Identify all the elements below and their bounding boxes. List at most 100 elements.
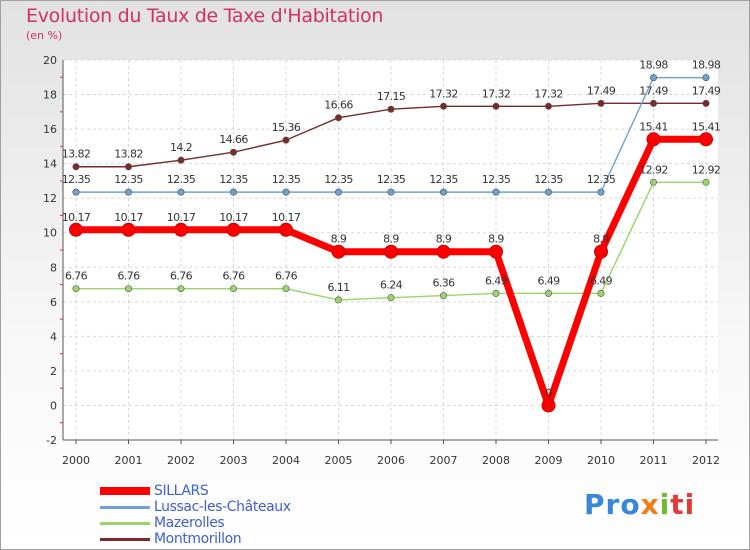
- y-tick-label: 2: [50, 365, 57, 378]
- data-label-sillars: 8.9: [488, 233, 504, 246]
- data-point-montmorillon: [125, 163, 133, 171]
- data-point-sillars: [436, 244, 451, 259]
- x-tick-label: 2010: [587, 454, 615, 467]
- y-tick-label: 0: [50, 399, 57, 412]
- data-label-lussac-les-ch-teaux: 12.35: [534, 173, 563, 186]
- data-label-mazerolles: 6.49: [590, 274, 613, 287]
- x-tick-label: 2005: [325, 454, 353, 467]
- data-point-mazerolles: [177, 285, 185, 293]
- data-label-mazerolles: 12.92: [639, 163, 668, 176]
- data-label-montmorillon: 13.82: [62, 148, 91, 161]
- legend-swatch-mazerolles: [100, 522, 150, 525]
- data-point-mazerolles: [649, 178, 657, 186]
- data-point-montmorillon: [72, 163, 80, 171]
- data-point-montmorillon: [387, 105, 395, 113]
- data-label-lussac-les-ch-teaux: 12.35: [429, 173, 458, 186]
- data-label-lussac-les-ch-teaux: 12.35: [272, 173, 301, 186]
- proxiti-logo: Proxiti: [584, 488, 696, 521]
- data-point-mazerolles: [72, 285, 80, 293]
- chart-subtitle: (en %): [26, 29, 63, 42]
- legend-label-mazerolles: Mazerolles: [154, 515, 225, 531]
- data-point-mazerolles: [282, 285, 290, 293]
- data-label-montmorillon: 13.82: [114, 148, 143, 161]
- data-label-mazerolles: 6.11: [327, 281, 349, 294]
- data-point-sillars: [646, 132, 661, 147]
- data-label-lussac-les-ch-teaux: 18.98: [639, 59, 668, 72]
- data-label-mazerolles: 12.92: [692, 163, 721, 176]
- data-point-lussac-les-ch-teaux: [334, 188, 342, 196]
- data-label-lussac-les-ch-teaux: 12.35: [62, 173, 91, 186]
- y-tick-label: 20: [43, 54, 57, 67]
- data-label-montmorillon: 17.32: [534, 87, 563, 100]
- data-label-lussac-les-ch-teaux: 12.35: [377, 173, 406, 186]
- y-tick-label: 18: [43, 89, 57, 102]
- data-label-lussac-les-ch-teaux: 12.35: [167, 173, 196, 186]
- x-tick-label: 2011: [640, 454, 668, 467]
- x-tick-label: 2009: [535, 454, 563, 467]
- data-label-montmorillon: 15.36: [272, 121, 301, 134]
- data-point-lussac-les-ch-teaux: [597, 188, 605, 196]
- data-label-mazerolles: 6.76: [275, 270, 298, 283]
- data-point-lussac-les-ch-teaux: [702, 74, 710, 82]
- data-label-sillars: 8.9: [593, 233, 609, 246]
- data-point-mazerolles: [492, 289, 500, 297]
- data-label-lussac-les-ch-teaux: 12.35: [219, 173, 248, 186]
- data-label-mazerolles: 6.76: [222, 270, 245, 283]
- data-point-lussac-les-ch-teaux: [387, 188, 395, 196]
- data-label-sillars: 8.9: [383, 233, 399, 246]
- data-label-lussac-les-ch-teaux: 12.35: [324, 173, 353, 186]
- data-point-sillars: [69, 222, 83, 237]
- data-label-sillars: 10.17: [167, 211, 196, 224]
- data-label-lussac-les-ch-teaux: 12.35: [587, 173, 616, 186]
- legend-swatch-lussac: [100, 506, 150, 509]
- x-tick-label: 2001: [115, 454, 143, 467]
- data-point-lussac-les-ch-teaux: [125, 188, 133, 196]
- data-point-lussac-les-ch-teaux: [282, 188, 290, 196]
- legend-label-montmorillon: Montmorillon: [154, 531, 242, 547]
- data-label-sillars: 10.17: [272, 211, 301, 224]
- y-tick-label: 6: [50, 296, 57, 309]
- data-point-sillars: [489, 244, 503, 259]
- data-label-sillars: 15.41: [639, 120, 668, 133]
- x-tick-label: 2002: [167, 454, 195, 467]
- data-point-sillars: [226, 222, 241, 237]
- data-point-montmorillon: [334, 114, 342, 122]
- legend-swatch-sillars: [100, 487, 150, 495]
- y-tick-label: 8: [50, 261, 57, 274]
- y-tick-label: -2: [46, 434, 57, 447]
- data-point-sillars: [594, 244, 608, 259]
- legend-swatch-montmorillon: [100, 538, 150, 541]
- data-label-mazerolles: 6.24: [380, 279, 403, 292]
- data-label-mazerolles: 6.49: [537, 274, 560, 287]
- data-point-sillars: [384, 244, 398, 259]
- data-label-montmorillon: 17.49: [692, 84, 721, 97]
- data-label-sillars: 10.17: [114, 211, 143, 224]
- data-label-montmorillon: 17.49: [639, 84, 668, 97]
- data-label-montmorillon: 17.32: [429, 87, 458, 100]
- data-label-mazerolles: 6.76: [65, 270, 88, 283]
- data-point-lussac-les-ch-teaux: [177, 188, 185, 196]
- data-point-mazerolles: [597, 289, 605, 297]
- data-label-lussac-les-ch-teaux: 12.35: [482, 173, 511, 186]
- data-point-montmorillon: [439, 102, 447, 110]
- data-point-lussac-les-ch-teaux: [544, 188, 552, 196]
- x-tick-label: 2008: [482, 454, 510, 467]
- data-point-montmorillon: [597, 99, 605, 107]
- data-point-mazerolles: [439, 292, 447, 300]
- legend-label-sillars: SILLARS: [154, 483, 209, 499]
- data-point-mazerolles: [125, 285, 133, 293]
- y-tick-label: 4: [50, 330, 57, 343]
- data-label-montmorillon: 14.2: [170, 141, 192, 154]
- data-point-mazerolles: [702, 178, 710, 186]
- data-point-lussac-les-ch-teaux: [72, 188, 80, 196]
- data-label-sillars: 8.9: [331, 233, 347, 246]
- data-label-montmorillon: 17.15: [377, 90, 406, 103]
- y-tick-label: 10: [43, 227, 57, 240]
- data-point-sillars: [331, 244, 346, 259]
- y-tick-label: 14: [43, 158, 57, 171]
- data-label-mazerolles: 6.36: [432, 277, 455, 290]
- data-point-sillars: [121, 222, 136, 237]
- data-point-montmorillon: [177, 156, 185, 164]
- x-tick-label: 2007: [430, 454, 458, 467]
